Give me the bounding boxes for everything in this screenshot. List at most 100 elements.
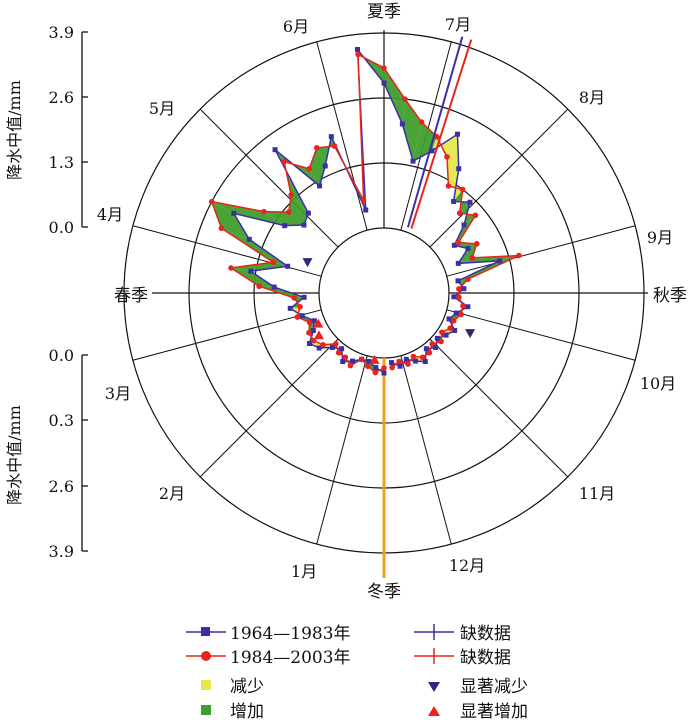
- series-point-1964-1983: [451, 242, 457, 248]
- legend-label-missing1: 缺数据: [460, 624, 511, 644]
- grid-spoke-month: [446, 309, 636, 361]
- series-point-1964-1983: [381, 80, 387, 86]
- series-point-1984-2003: [405, 361, 411, 367]
- legend-swatch-decrease: [201, 680, 211, 690]
- grid-spoke-month: [132, 309, 322, 361]
- fill-increase: [384, 68, 406, 124]
- series-point-1984-2003: [456, 210, 463, 216]
- series-point-1984-2003: [347, 362, 354, 369]
- series-point-1964-1983: [231, 210, 237, 216]
- legend-label-decrease: 减少: [230, 677, 264, 697]
- month-label-4: 4月: [97, 205, 123, 224]
- series-point-1984-2003: [306, 330, 312, 336]
- series-point-1984-2003: [218, 225, 225, 232]
- series-point-1984-2003: [429, 341, 435, 347]
- series-point-1984-2003: [270, 259, 276, 266]
- fill-increase: [231, 267, 275, 288]
- legend-label-missing2: 缺数据: [460, 648, 511, 668]
- grid-spoke-month: [199, 108, 339, 248]
- series-point-1984-2003: [455, 239, 462, 246]
- fill-increase: [211, 201, 250, 240]
- grid-spoke-month: [429, 108, 569, 248]
- series-point-1984-2003: [381, 365, 387, 371]
- series-point-1984-2003: [469, 255, 476, 261]
- month-label-9: 9月: [647, 228, 673, 247]
- series-point-1984-2003: [418, 119, 425, 125]
- fill-increase: [402, 99, 422, 162]
- series-point-1984-2003: [445, 183, 452, 189]
- lower-tick-label: 0.3: [49, 411, 74, 430]
- series-point-1964-1983: [434, 335, 440, 341]
- fill-increase: [458, 243, 477, 264]
- series-point-1964-1983: [363, 207, 369, 213]
- series-point-1984-2003: [314, 144, 320, 151]
- series-point-1964-1983: [340, 359, 346, 365]
- series-point-1984-2003: [310, 337, 317, 344]
- series-point-1964-1983: [465, 246, 471, 252]
- series-point-1964-1983: [399, 121, 405, 127]
- series-point-1984-2003: [439, 329, 445, 336]
- grid-spoke-month: [132, 225, 322, 277]
- upper-tick-label: 3.9: [49, 23, 74, 42]
- series-point-1964-1983: [350, 358, 356, 364]
- series-point-1964-1983: [316, 345, 322, 351]
- series-point-1964-1983: [305, 210, 311, 216]
- month-label-1: 1月: [291, 562, 317, 581]
- series-point-1964-1983: [443, 332, 449, 338]
- series-point-1964-1983: [456, 166, 462, 172]
- series-point-1964-1983: [429, 148, 435, 154]
- series-point-1984-2003: [389, 364, 395, 371]
- series-point-1984-2003: [459, 186, 466, 193]
- series-point-1984-2003: [444, 154, 450, 160]
- legend-marker-series1: [201, 627, 210, 636]
- series-point-1964-1983: [412, 358, 418, 364]
- upper-tick-label: 0.0: [49, 218, 74, 237]
- series-point-1964-1983: [271, 284, 277, 290]
- series-point-1984-2003: [365, 363, 371, 370]
- series-point-1984-2003: [419, 354, 426, 361]
- series-point-1984-2003: [342, 354, 349, 361]
- series-point-1964-1983: [246, 236, 252, 242]
- series-point-1964-1983: [403, 356, 409, 362]
- series-point-1964-1983: [310, 327, 316, 333]
- series-point-1964-1983: [355, 46, 361, 52]
- series-point-1964-1983: [301, 294, 307, 300]
- lower-y-axis-title: 降水中值/mm: [5, 405, 24, 505]
- series-point-1984-2003: [306, 165, 313, 172]
- month-label-6: 6月: [283, 17, 309, 36]
- grid-spoke-month: [400, 355, 452, 545]
- fill-increase: [459, 202, 476, 226]
- missing-data-ray-1984-2003: [410, 39, 473, 229]
- series-lines: [208, 36, 522, 376]
- series-point-1984-2003: [465, 276, 471, 283]
- series-point-1984-2003: [372, 369, 379, 376]
- month-label-5: 5月: [149, 99, 175, 118]
- series-point-1964-1983: [328, 134, 334, 140]
- fill-increase: [221, 228, 288, 267]
- series-line-1984-2003: [210, 53, 520, 374]
- series-point-1964-1983: [397, 363, 403, 369]
- series-point-1964-1983: [497, 258, 503, 264]
- series-point-1964-1983: [451, 294, 457, 300]
- grid-spoke-month: [316, 41, 368, 231]
- series-point-1964-1983: [317, 183, 323, 189]
- series-point-1984-2003: [333, 341, 339, 347]
- series-point-1964-1983: [461, 286, 467, 292]
- series-point-1964-1983: [307, 341, 313, 347]
- series-point-1984-2003: [331, 143, 338, 149]
- legend-label-increase: 增加: [230, 702, 264, 722]
- fill-increase: [211, 201, 285, 226]
- series-point-1984-2003: [358, 356, 365, 363]
- series-point-1984-2003: [460, 303, 466, 309]
- season-label-summer: 夏季: [367, 2, 401, 22]
- series-point-1984-2003: [433, 133, 440, 140]
- series-point-1964-1983: [455, 260, 461, 266]
- series-point-1984-2003: [261, 208, 267, 215]
- series-point-1964-1983: [465, 304, 471, 310]
- series-point-1984-2003: [208, 198, 215, 205]
- month-label-2: 2月: [159, 484, 185, 503]
- upper-y-axis-title: 降水中值/mm: [5, 80, 24, 180]
- series-point-1964-1983: [453, 310, 459, 316]
- series-point-1964-1983: [451, 198, 457, 204]
